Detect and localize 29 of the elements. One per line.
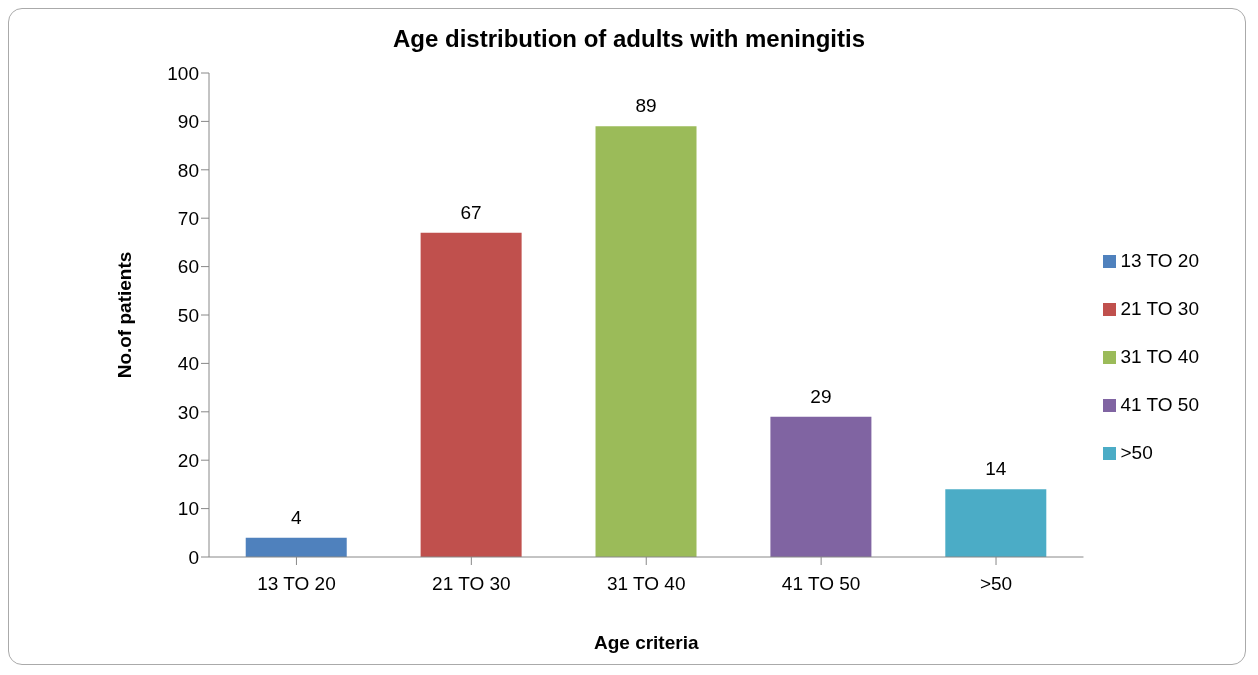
legend-label: 41 TO 50: [1120, 394, 1199, 415]
y-tick-label: 10: [177, 498, 199, 520]
y-tick-label: 90: [177, 111, 199, 133]
x-tick-label: 31 TO 40: [606, 573, 686, 595]
legend-label: 21 TO 30: [1120, 298, 1199, 319]
y-tick-label: 70: [177, 207, 199, 229]
x-tick-label: >50: [979, 573, 1013, 595]
y-axis-title: No.of patients: [113, 251, 135, 379]
legend-label: 31 TO 40: [1120, 346, 1199, 367]
y-tick-label: 50: [177, 304, 199, 326]
x-axis-title: Age criteria: [593, 632, 699, 653]
legend-label: 13 TO 20: [1120, 250, 1199, 271]
chart-title: Age distribution of adults with meningitis: [392, 25, 866, 53]
x-tick-label: 41 TO 50: [781, 573, 861, 595]
data-label: 4: [290, 506, 302, 528]
y-tick-label: 100: [167, 62, 199, 84]
legend-label: >50: [1120, 442, 1153, 463]
y-tick-label: 60: [177, 256, 199, 278]
data-label: 29: [810, 385, 832, 407]
y-tick-label: 80: [177, 159, 199, 181]
y-tick-label: 30: [177, 401, 199, 423]
y-tick-label: 20: [177, 449, 199, 471]
x-tick-label: 21 TO 30: [432, 573, 511, 595]
x-tick-label: 13 TO 20: [257, 573, 336, 595]
y-tick-label: 40: [177, 353, 199, 375]
data-label: 67: [460, 201, 482, 223]
data-label: 89: [635, 95, 657, 117]
y-tick-label: 0: [188, 546, 199, 568]
data-label: 14: [985, 458, 1007, 480]
